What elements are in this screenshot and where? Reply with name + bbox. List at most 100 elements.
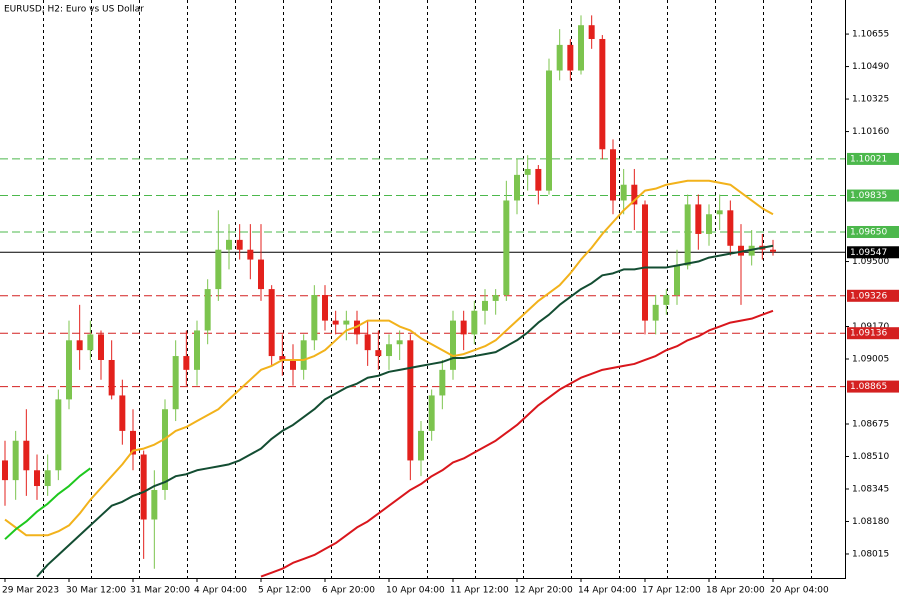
- price-level-badge: [847, 152, 899, 165]
- price-level-label: 1.10021: [850, 154, 887, 164]
- chart-title: EURUSD, H2: Euro vs US Dollar: [4, 5, 144, 15]
- indicator-line: [36, 244, 774, 578]
- y-tick-label: 1.09170: [852, 322, 889, 332]
- candle-body: [108, 359, 115, 396]
- candle-body: [226, 239, 232, 250]
- candle-body: [279, 356, 286, 360]
- candle-body: [162, 409, 168, 490]
- candle-body: [2, 460, 8, 481]
- candle-body: [44, 470, 51, 487]
- candle-body: [695, 204, 702, 234]
- candle-body: [524, 168, 531, 175]
- candle-body: [55, 399, 62, 471]
- y-tick-label: 1.08015: [852, 549, 889, 559]
- candle-body: [642, 204, 648, 321]
- candle-body: [418, 430, 424, 461]
- candle-body: [375, 350, 382, 357]
- y-tick-label: 1.08180: [852, 517, 889, 527]
- candle-body: [567, 44, 574, 71]
- candle-body: [343, 320, 350, 325]
- candle-body: [300, 340, 307, 370]
- candle-body: [215, 249, 222, 290]
- x-tick-label: 14 Apr 04:00: [578, 586, 637, 596]
- candle-body: [236, 239, 243, 250]
- price-level-badge: [847, 225, 899, 238]
- candle-body: [66, 340, 72, 400]
- candle-body: [727, 210, 734, 246]
- candle-body: [770, 249, 776, 252]
- candle-body: [386, 344, 392, 357]
- candle-body: [204, 289, 211, 331]
- price-level-label: 1.08865: [850, 382, 887, 392]
- candle-body: [172, 356, 179, 410]
- indicator-line: [260, 309, 774, 578]
- indicator-line: [4, 467, 91, 540]
- x-tick-label: 11 Apr 12:00: [450, 586, 509, 596]
- x-tick-label: 17 Apr 12:00: [642, 586, 701, 596]
- candle-body: [684, 204, 691, 266]
- price-level-badge: [847, 327, 899, 340]
- candle-body: [151, 489, 158, 520]
- candle-body: [332, 320, 339, 325]
- candle-body: [460, 320, 467, 335]
- x-tick-label: 30 Mar 12:00: [66, 586, 126, 596]
- y-tick-label: 1.08675: [852, 419, 889, 429]
- x-tick-label: 31 Mar 20:00: [130, 586, 190, 596]
- candle-body: [578, 25, 584, 71]
- candle-body: [674, 265, 680, 296]
- indicator-line: [4, 179, 774, 537]
- price-level-label: 1.09650: [850, 227, 887, 237]
- candle-body: [258, 259, 264, 290]
- candle-body: [610, 149, 616, 201]
- candle-body: [364, 334, 371, 351]
- price-level-badge: [847, 289, 899, 302]
- candle-body: [396, 340, 403, 345]
- candle-body: [34, 470, 40, 487]
- price-level-label: 1.09136: [850, 329, 887, 339]
- price-level-label: 1.09835: [850, 191, 887, 201]
- candle-body: [130, 430, 136, 455]
- vertical-grid: [43, 0, 812, 578]
- x-tick-label: 29 Mar 2023: [2, 586, 59, 596]
- candle-body: [482, 300, 488, 311]
- candle-body: [535, 168, 542, 191]
- price-level-badge: [847, 246, 899, 259]
- candle-body: [98, 334, 104, 360]
- y-tick-label: 1.09500: [852, 257, 889, 267]
- candle-body: [87, 334, 94, 351]
- candle-body: [119, 395, 126, 431]
- y-tick-label: 1.10160: [852, 127, 889, 137]
- candle-body: [140, 454, 147, 520]
- y-tick-label: 1.10325: [852, 95, 889, 105]
- x-tick-label: 6 Apr 20:00: [322, 586, 375, 596]
- candle-body: [450, 320, 456, 370]
- price-level-badge: [847, 380, 899, 393]
- candle-body: [503, 200, 510, 296]
- candle-body: [620, 184, 627, 201]
- candle-body: [194, 330, 200, 370]
- candle-body: [471, 310, 478, 335]
- x-tick-label: 10 Apr 04:00: [386, 586, 445, 596]
- candle-body: [514, 174, 520, 201]
- candle-body: [12, 440, 19, 481]
- candle-body: [631, 184, 638, 205]
- y-tick-label: 1.08510: [852, 452, 889, 462]
- candle-body: [652, 304, 659, 321]
- candle-body: [407, 340, 414, 461]
- candle-body: [23, 440, 30, 471]
- candle-body: [588, 25, 595, 39]
- candle-body: [268, 289, 275, 357]
- x-tick-label: 20 Apr 04:00: [770, 586, 829, 596]
- candle-body: [716, 210, 723, 215]
- candle-body: [322, 295, 328, 321]
- candle-body: [599, 38, 606, 150]
- x-tick-label: 18 Apr 20:00: [706, 586, 765, 596]
- price-level-label: 1.09547: [850, 248, 887, 258]
- price-level-badge: [847, 189, 899, 202]
- y-tick-label: 1.09005: [852, 355, 889, 365]
- candle-body: [183, 356, 190, 370]
- candle-body: [290, 359, 296, 370]
